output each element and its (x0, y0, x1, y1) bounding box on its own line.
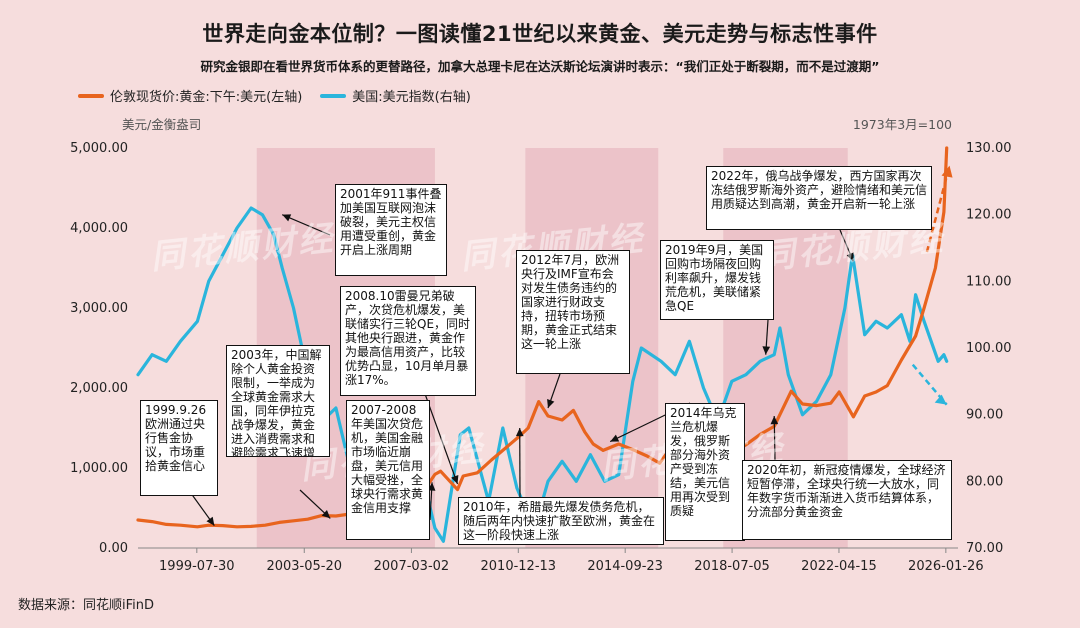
usd-trend-arrowhead (934, 394, 947, 405)
x-tick-label: 2014-09-23 (587, 559, 663, 574)
left-tick-label: 5,000.00 (70, 141, 128, 156)
annotation-arrowhead-8 (762, 346, 771, 355)
annotation-arrowhead-3 (451, 475, 459, 484)
legend-label-gold: 伦敦现货价:黄金:下午:美元(左轴) (110, 90, 303, 105)
annotation-2014: 2014年乌克兰危机爆发，俄罗斯部分海外资产受到冻结，美元信用再次受到质疑 (665, 403, 745, 541)
data-source: 数据来源：同花顺iFinD (18, 598, 155, 613)
x-tick-label: 2022-04-15 (801, 559, 877, 574)
x-tick-label: 2010-12-13 (481, 559, 557, 574)
x-tick-label: 2007-03-02 (374, 559, 450, 574)
x-tick-label: 2003-05-20 (266, 559, 342, 574)
annotation-2007: 2007-2008年美国次贷危机，美国金融市场临近崩盘，美元信用大幅受挫，全球央… (346, 400, 430, 540)
annotation-arrowhead-9 (770, 416, 779, 425)
x-tick-label: 1999-07-30 (159, 559, 235, 574)
left-axis-unit: 美元/金衡盎司 (122, 117, 202, 132)
right-tick-label: 70.00 (966, 541, 1003, 556)
x-tick-label: 2026-01-26 (908, 559, 984, 574)
legend: 伦敦现货价:黄金:下午:美元(左轴) 美国:美元指数(右轴) (78, 86, 471, 105)
right-tick-label: 80.00 (966, 474, 1003, 489)
annotation-1999: 1999.9.26欧洲通过央行售金协议，市场重拾黄金信心 (140, 400, 218, 496)
annotation-2008: 2008.10雷曼兄弟破产，次贷危机爆发，美联储实行三轮QE，同时其他央行跟进，… (340, 286, 476, 396)
annotation-2001: 2001年911事件叠加美国互联网泡沫破裂，美元主权信用遭受重创，黄金开启上涨周… (335, 184, 447, 276)
left-tick-label: 1,000.00 (70, 461, 128, 476)
annotation-arrowhead-7 (610, 434, 620, 442)
right-axis-unit: 1973年3月=100 (852, 117, 952, 132)
annotation-arrowhead-2 (321, 510, 331, 519)
right-tick-label: 100.00 (966, 341, 1012, 356)
legend-item-gold[interactable]: 伦敦现货价:黄金:下午:美元(左轴) (78, 86, 302, 105)
legend-label-usd: 美国:美元指数(右轴) (352, 90, 471, 105)
left-tick-label: 4,000.00 (70, 221, 128, 236)
left-tick-label: 3,000.00 (70, 301, 128, 316)
left-tick-label: 2,000.00 (70, 381, 128, 396)
left-tick-label: 0.00 (99, 541, 128, 556)
annotation-arrowhead-1 (282, 214, 292, 222)
legend-item-usd[interactable]: 美国:美元指数(右轴) (320, 86, 471, 105)
right-tick-label: 110.00 (966, 274, 1012, 289)
annotation-pointer-1 (281, 214, 331, 236)
gold-line-swatch (78, 93, 104, 98)
gold-trend-arrow (925, 165, 951, 253)
gold-trend-arrowhead (941, 165, 953, 178)
annotation-2019: 2019年9月，美国回购市场隔夜回购利率飙升，爆发钱荒危机，美联储紧急QE (660, 240, 774, 320)
annotation-2012: 2012年7月，欧洲央行及IMF宣布会对发生债务违约的国家进行财政支持，扭转市场… (516, 250, 630, 374)
usd-index-line (136, 206, 949, 543)
right-tick-label: 90.00 (966, 408, 1003, 423)
right-tick-label: 120.00 (966, 208, 1012, 223)
gold-price-line (136, 146, 949, 529)
annotation-arrowhead-6 (547, 399, 555, 408)
annotation-arrowhead-0 (206, 516, 215, 526)
annotation-2020: 2020年初，新冠疫情爆发，全球经济短暂停滞，全球央行统一大放水，同年数字货币渐… (742, 460, 952, 540)
x-tick-label: 2018-07-05 (694, 559, 770, 574)
chart-title: 世界走向金本位制？一图读懂21世纪以来黄金、美元走势与标志性事件 (202, 22, 878, 46)
annotation-2010: 2010年，希腊最先爆发债务危机，随后两年内快速扩散至欧洲，黄金在这一阶段快速上… (458, 497, 664, 545)
annotation-2022: 2022年，俄乌战争爆发，西方国家再次冻结俄罗斯海外资产，避险情绪和美元信用质疑… (706, 166, 932, 230)
right-tick-label: 130.00 (966, 141, 1012, 156)
annotation-pointer-3 (419, 379, 459, 485)
annotation-arrowhead-10 (846, 252, 854, 262)
usd-line-swatch (320, 93, 347, 98)
annotation-2003: 2003年，中国解除个人黄金投资限制，一举成为全球黄金需求大国，同年伊拉克战争爆… (226, 345, 330, 457)
chart-subtitle: 研究金银即在看世界货币体系的更替路径，加拿大总理卡尼在达沃斯论坛演讲时表示：“我… (200, 59, 880, 74)
annotation-arrowhead-5 (515, 428, 524, 437)
